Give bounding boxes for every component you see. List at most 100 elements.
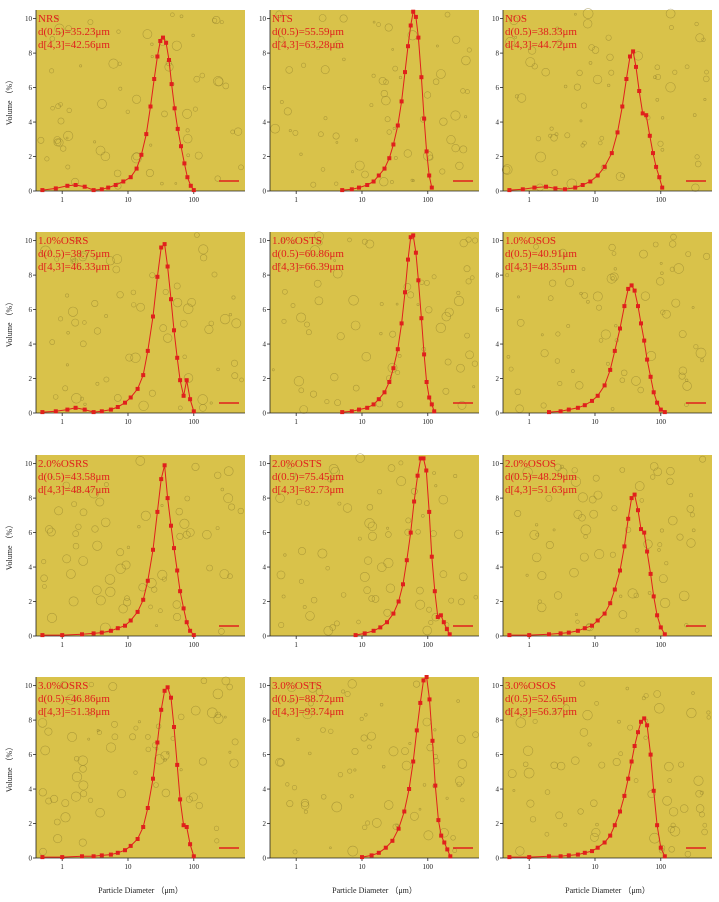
data-point — [637, 89, 642, 93]
droplet-texture — [450, 110, 461, 121]
droplet-texture — [230, 129, 235, 135]
droplet-texture — [220, 314, 231, 325]
droplet-texture — [566, 178, 577, 190]
y-tick-label: 8 — [496, 50, 500, 58]
droplet-texture — [356, 619, 361, 625]
droplet-texture — [237, 507, 244, 515]
data-point — [128, 175, 133, 180]
droplet-texture — [303, 500, 310, 507]
droplet-texture — [304, 321, 310, 328]
data-point — [645, 723, 650, 728]
droplet-texture — [405, 517, 412, 524]
droplet-texture — [689, 512, 695, 518]
data-point — [162, 463, 167, 468]
data-point — [191, 409, 196, 414]
data-point — [123, 848, 127, 853]
droplet-texture — [221, 676, 231, 686]
droplet-texture — [450, 835, 456, 841]
droplet-texture — [660, 148, 665, 152]
droplet-texture — [55, 15, 60, 20]
data-point — [151, 776, 155, 781]
droplet-texture — [694, 154, 700, 160]
y-tick-label: 8 — [263, 495, 267, 503]
droplet-texture — [703, 98, 707, 102]
droplet-texture — [116, 548, 125, 557]
droplet-texture — [459, 239, 468, 248]
droplet-texture — [88, 488, 99, 499]
droplet-texture — [397, 353, 402, 358]
chart-panel-10: 0 2 4 6 8 10 1 10 100 3.0%OSRSd(0.5)=46.86μmd[4,3… — [5, 676, 245, 895]
x-tick-label: 100 — [423, 418, 434, 426]
data-point — [169, 523, 173, 528]
y-tick-label: 8 — [263, 272, 267, 280]
droplet-texture — [191, 462, 200, 471]
droplet-texture — [618, 751, 624, 757]
data-point — [662, 854, 667, 859]
droplet-texture — [703, 75, 710, 83]
droplet-texture — [92, 540, 103, 551]
y-tick-label: 2 — [263, 820, 267, 828]
droplet-texture — [670, 822, 676, 828]
data-point — [424, 675, 429, 679]
data-point — [427, 395, 432, 400]
data-point — [340, 188, 345, 193]
droplet-texture — [684, 850, 692, 858]
droplet-texture — [310, 181, 317, 188]
size-annotation: d(0.5)=35.23μm — [38, 26, 110, 38]
droplet-texture — [299, 405, 309, 414]
y-tick-label: 4 — [496, 341, 500, 349]
droplet-texture — [595, 822, 599, 827]
x-tick-label: 1 — [527, 196, 531, 204]
chart-panel-1: 0 2 4 6 8 10 1 10 100 NRSd(0.5)=35.23μmd[4,3]=42.… — [5, 10, 245, 204]
droplet-texture — [502, 165, 511, 175]
size-annotation: d(0.5)=60.86μm — [272, 248, 344, 260]
droplet-texture — [582, 709, 593, 721]
data-point — [648, 571, 653, 576]
data-point — [429, 402, 434, 407]
droplet-texture — [279, 100, 284, 104]
data-point — [626, 286, 631, 291]
droplet-texture — [579, 552, 589, 562]
droplet-texture — [320, 727, 326, 733]
droplet-texture — [532, 718, 538, 724]
data-point — [365, 405, 370, 410]
droplet-texture — [657, 542, 663, 548]
droplet-texture — [104, 574, 116, 585]
data-point — [422, 352, 427, 357]
data-point — [433, 783, 438, 788]
droplet-texture — [66, 569, 76, 579]
droplet-texture — [198, 757, 207, 766]
droplet-texture — [614, 324, 618, 328]
droplet-texture — [207, 707, 218, 719]
y-tick-label: 6 — [496, 306, 500, 314]
droplet-texture — [615, 172, 625, 182]
data-point — [618, 326, 622, 331]
droplet-texture — [79, 765, 87, 773]
droplet-texture — [647, 790, 656, 799]
droplet-texture — [344, 690, 351, 697]
droplet-texture — [65, 694, 77, 705]
droplet-texture — [456, 699, 460, 703]
droplet-texture — [132, 94, 142, 104]
droplet-texture — [691, 528, 696, 533]
droplet-texture — [575, 381, 584, 390]
data-point — [159, 477, 164, 482]
droplet-texture — [46, 527, 56, 537]
droplet-texture — [525, 573, 529, 577]
data-point — [662, 410, 667, 415]
droplet-texture — [100, 517, 111, 528]
droplet-texture — [186, 153, 190, 158]
droplet-texture — [564, 132, 571, 139]
data-point — [439, 833, 444, 838]
droplet-texture — [359, 716, 364, 721]
data-point — [40, 188, 45, 193]
droplet-texture — [130, 289, 137, 296]
droplet-texture — [68, 306, 79, 317]
data-point — [376, 173, 381, 178]
data-point — [376, 850, 381, 855]
data-point — [654, 164, 659, 169]
data-point — [575, 628, 580, 633]
droplet-texture — [701, 828, 708, 836]
droplet-texture — [403, 282, 412, 291]
droplet-texture — [285, 66, 293, 74]
